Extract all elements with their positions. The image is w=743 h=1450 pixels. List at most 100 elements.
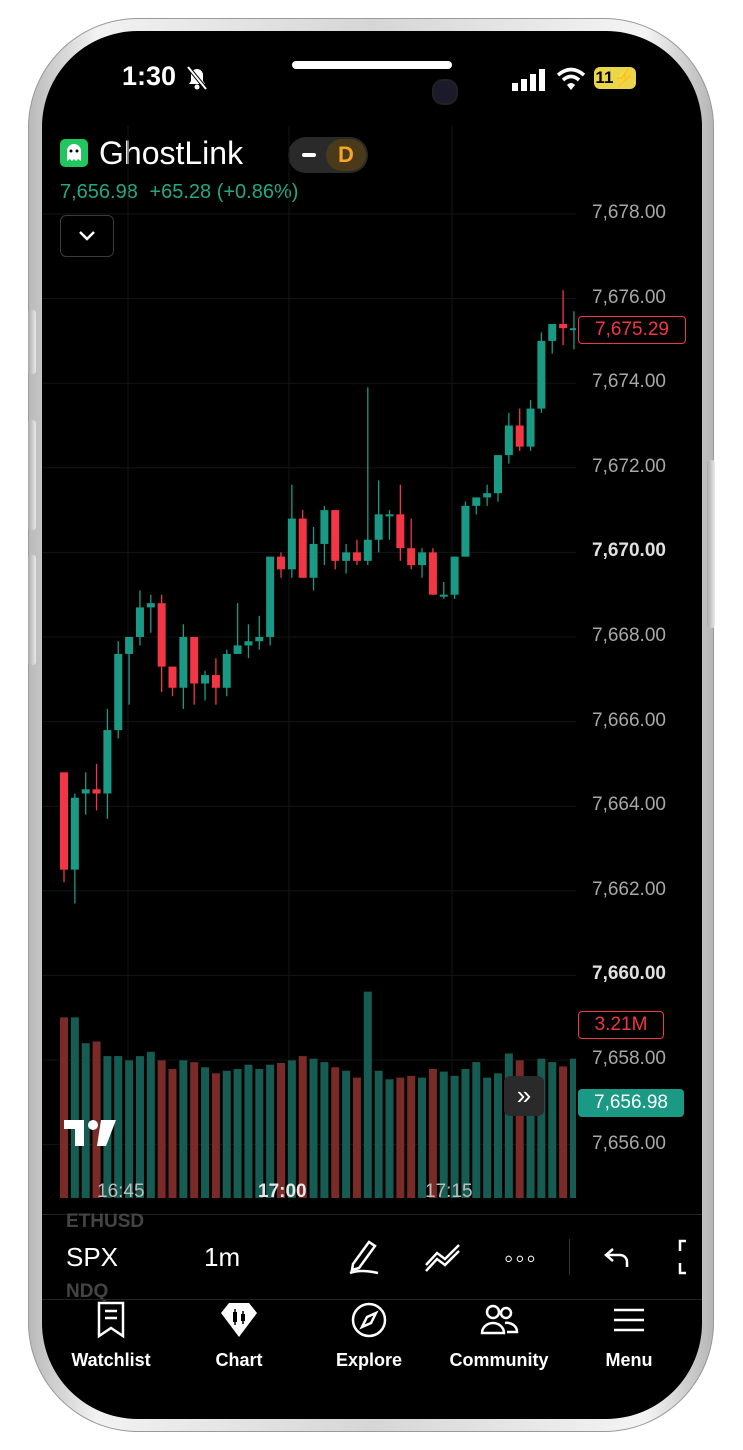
candle-body [309,543,318,578]
volume-up-button [28,420,36,530]
interval-badge: D [326,139,366,171]
volume-bar [396,1077,405,1198]
nav-label-watchlist: Watchlist [71,1350,151,1370]
volume-bar [559,1066,568,1198]
candle-body [515,425,524,447]
nav-watchlist[interactable]: Watchlist [56,1301,166,1371]
volume-bar [331,1067,340,1198]
candle-body [385,514,394,517]
volume-bar [418,1077,427,1198]
volume-bar [472,1062,481,1198]
volume-bar [146,1051,155,1198]
candle-body [418,552,427,566]
symbol-below: NDQ [66,1281,109,1302]
candle-body [277,556,285,570]
price-axis-label: 7,678.00 [592,202,666,223]
volume-bar [504,1053,513,1198]
power-button [707,460,715,628]
current-price: 7,656.98 [60,181,138,203]
interval-selector[interactable]: 1m [204,1242,241,1272]
volume-bar [450,1075,459,1198]
battery-level: 11 [595,68,614,87]
volume-bar [483,1077,492,1198]
candle-body [287,518,296,570]
nav-chart[interactable]: Chart [184,1301,294,1371]
candle-body [233,645,242,654]
volume-bar [92,1041,101,1198]
signal-icon [512,69,546,96]
candle-body [537,340,546,409]
time-label-1715: 17:15 [425,1181,473,1202]
scroll-to-latest-button[interactable]: » [504,1076,544,1116]
volume-bar [439,1071,448,1198]
volume-bar [428,1069,437,1198]
candle-body [342,552,351,561]
candle-body [60,772,68,870]
candle-body [526,408,535,447]
price-chart[interactable] [42,126,576,1201]
candle-body [374,514,383,540]
price-axis-label: 7,668.00 [592,625,666,646]
candle-body [331,510,340,561]
symbol-selector[interactable]: SPX [66,1242,119,1272]
candle-body [352,552,361,561]
bookmark-list-icon [97,1301,125,1339]
candle-body [266,556,275,637]
candle-body [146,603,155,608]
candle-body [461,505,470,557]
candle-body [504,425,513,456]
volume-bar [190,1062,199,1198]
interval-pill[interactable]: D [288,137,368,173]
last-price-tag: 7,675.29 [578,316,686,344]
drawing-tools-icon[interactable] [423,1239,463,1278]
price-axis-label: 7,658.00 [592,1048,666,1069]
details-dropdown-button[interactable] [60,215,114,257]
price-axis-label: 7,672.00 [592,455,666,477]
candle-body [428,552,437,595]
candle-body [103,730,112,794]
nav-label-menu: Menu [605,1350,653,1370]
pen-icon[interactable] [345,1236,381,1281]
bell-slash-icon [185,65,209,96]
candle-body [472,497,481,506]
price-axis-label: 7,674.00 [592,371,666,393]
candle-body [494,455,502,494]
close-price-tag: 7,656.98 [578,1089,684,1117]
price-axis-label: 7,662.00 [592,878,666,900]
nav-explore[interactable]: Explore [314,1301,424,1371]
candle-body [396,514,405,549]
volume-bar [309,1058,318,1198]
volume-bar [352,1077,361,1198]
nav-community[interactable]: Community [444,1301,554,1371]
candle-body [244,641,253,646]
candle-body [559,323,568,329]
candle-body [190,637,199,684]
volume-bar [179,1060,188,1198]
volume-bar [70,1017,79,1198]
more-options-icon[interactable]: ◦◦◦ [504,1243,538,1273]
volume-bar [494,1073,502,1198]
volume-bar [244,1064,253,1198]
battery-icon: 11⚡ [594,67,636,89]
volume-bar [407,1075,416,1198]
price-axis-label: 7,666.00 [592,709,666,731]
symbol-title[interactable]: GhostLink [99,135,244,171]
price-axis-label: 7,656.00 [592,1132,666,1154]
candle-body [168,666,177,688]
volume-bar [81,1043,90,1198]
divider [42,1214,702,1215]
time-label-1645: 16:45 [97,1181,145,1202]
volume-bar [60,1017,68,1198]
volume-bar [222,1070,231,1198]
volume-bar [168,1069,177,1198]
minus-icon [302,153,316,157]
undo-icon[interactable] [603,1243,631,1276]
volume-bar [135,1056,144,1198]
candle-body [483,493,492,498]
candle-body [439,594,448,597]
candle-body [70,797,79,870]
nav-menu[interactable]: Menu [574,1301,684,1371]
candle-body [407,548,416,566]
time-label-1700: 17:00 [258,1181,307,1202]
fullscreen-icon[interactable] [676,1239,696,1280]
